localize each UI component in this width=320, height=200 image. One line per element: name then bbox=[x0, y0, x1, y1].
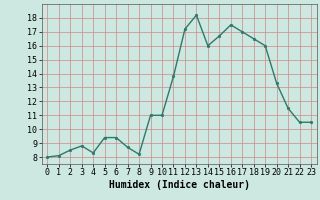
X-axis label: Humidex (Indice chaleur): Humidex (Indice chaleur) bbox=[109, 180, 250, 190]
